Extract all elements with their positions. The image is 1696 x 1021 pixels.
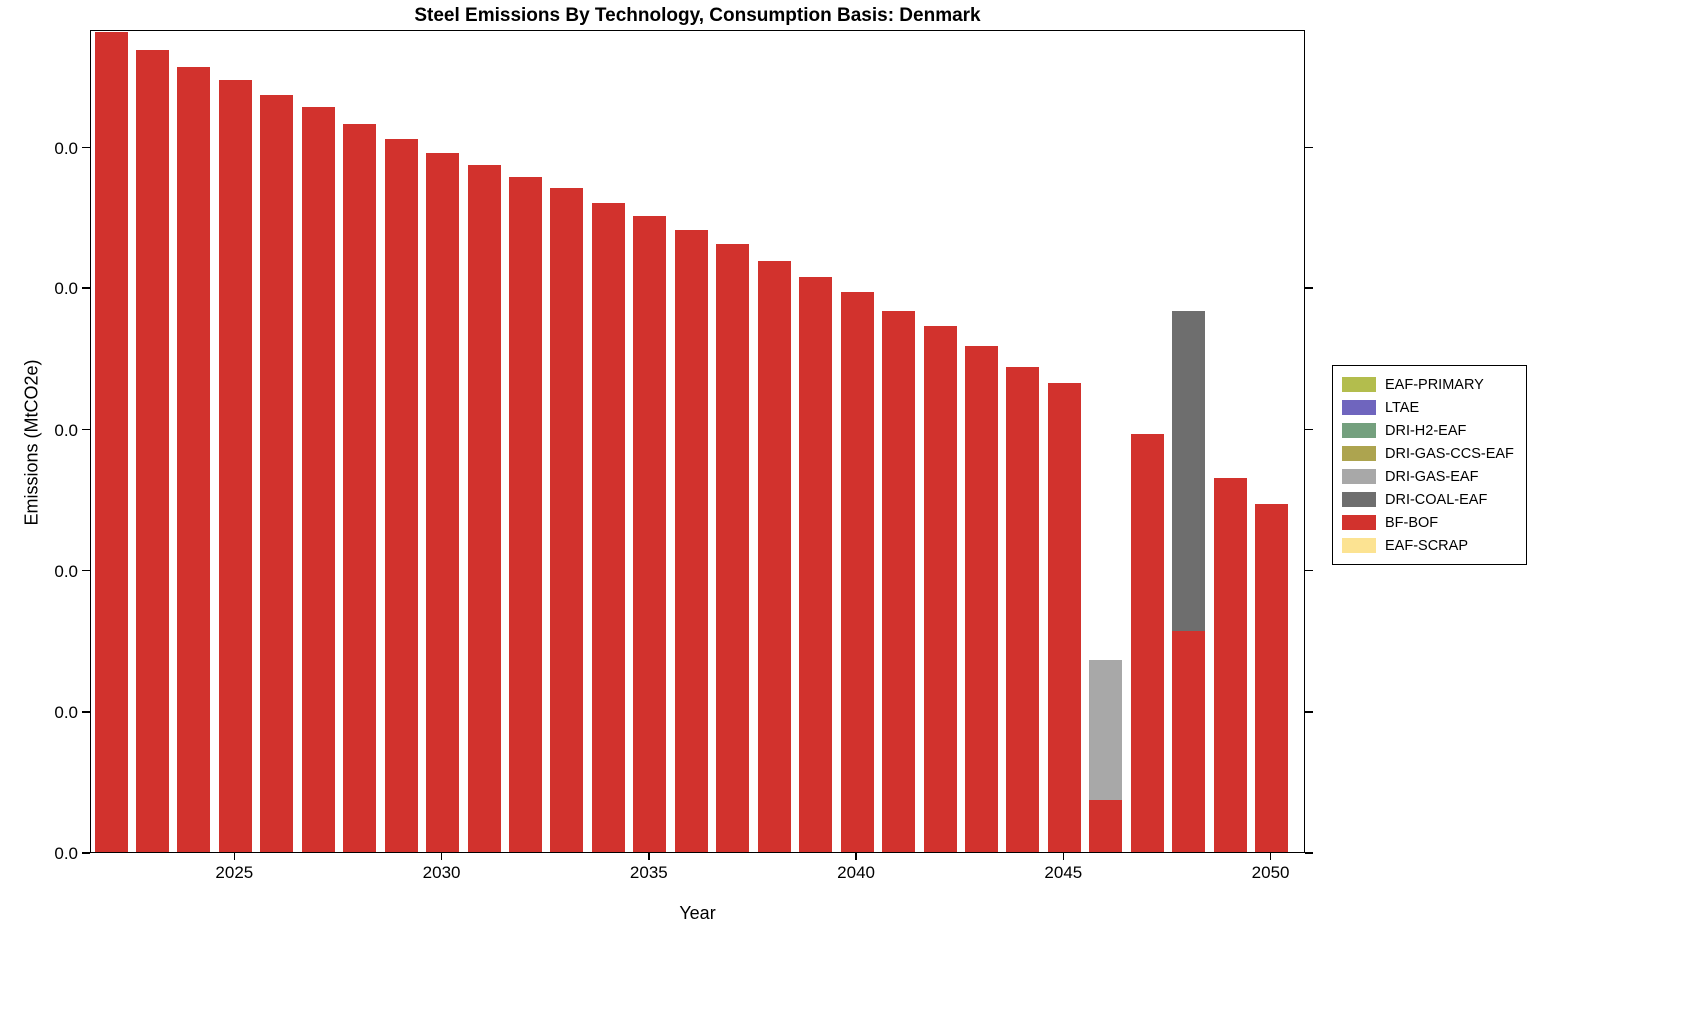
bar-segment-2036-BF-BOF [674, 230, 708, 852]
legend-swatch-icon [1342, 469, 1376, 484]
bar-segment-2025-BF-BOF [218, 80, 252, 852]
bar-segment-2024-BF-BOF [177, 67, 211, 852]
legend-swatch-icon [1342, 377, 1376, 392]
legend-label: BF-BOF [1385, 514, 1439, 531]
x-tick-label: 2035 [629, 863, 668, 882]
legend-item-DRI-GAS-EAF: DRI-GAS-EAF [1342, 465, 1514, 488]
plot-area [90, 30, 1305, 853]
x-tick-label: 2025 [215, 863, 254, 882]
x-tick-label: 2040 [837, 863, 875, 882]
legend-item-BF-BOF: BF-BOF [1342, 511, 1514, 534]
legend-label: DRI-COAL-EAF [1385, 491, 1488, 508]
y-tick-mark-right [1305, 287, 1313, 289]
bar-segment-2023-BF-BOF [135, 50, 169, 852]
y-tick-mark-right [1305, 569, 1313, 572]
x-tick-mark [1062, 853, 1065, 860]
x-tick-label: 2030 [422, 863, 461, 882]
bar-segment-2044-BF-BOF [1006, 367, 1040, 852]
bar-segment-2043-BF-BOF [964, 346, 998, 852]
x-tick-mark [648, 853, 650, 860]
bar-segment-2046-BF-BOF [1089, 799, 1123, 852]
bar-segment-2046-DRI-GAS-EAF [1089, 660, 1123, 800]
legend-swatch-icon [1342, 423, 1376, 438]
y-tick-mark-right [1305, 711, 1313, 713]
legend-swatch-icon [1342, 492, 1376, 507]
bar-segment-2041-BF-BOF [882, 310, 916, 852]
legend-item-EAF-PRIMARY: EAF-PRIMARY [1342, 373, 1514, 396]
legend-item-DRI-COAL-EAF: DRI-COAL-EAF [1342, 488, 1514, 511]
x-tick-label: 2045 [1044, 863, 1083, 882]
y-tick-mark-right [1305, 146, 1313, 149]
bar-segment-2050-BF-BOF [1255, 503, 1289, 852]
y-tick-label: 0.0 [54, 138, 78, 158]
bar-segment-2034-BF-BOF [591, 203, 625, 852]
bar-segment-2037-BF-BOF [716, 244, 750, 852]
bar-segment-2045-BF-BOF [1047, 382, 1081, 852]
y-tick-mark [82, 569, 90, 572]
legend-swatch-icon [1342, 400, 1376, 415]
legend-swatch-icon [1342, 515, 1376, 530]
bar-segment-2028-BF-BOF [343, 123, 377, 852]
x-tick-mark [1269, 853, 1272, 860]
bar-segment-2031-BF-BOF [467, 164, 501, 852]
legend-label: DRI-H2-EAF [1385, 422, 1467, 439]
bar-segment-2033-BF-BOF [550, 187, 584, 852]
x-tick-label: 2050 [1251, 863, 1290, 882]
bar-segment-2032-BF-BOF [509, 177, 542, 852]
bar-segment-2048-BF-BOF [1172, 631, 1206, 852]
bar-segment-2035-BF-BOF [633, 215, 667, 852]
chart-title: Steel Emissions By Technology, Consumpti… [414, 5, 981, 26]
legend-label: EAF-PRIMARY [1385, 376, 1484, 393]
y-tick-label: 0.0 [54, 279, 78, 299]
bar-segment-2026-BF-BOF [260, 95, 294, 852]
legend-swatch-icon [1342, 538, 1376, 553]
legend-item-LTAE: LTAE [1342, 396, 1514, 419]
bar-segment-2049-BF-BOF [1213, 478, 1247, 852]
y-tick-mark [82, 428, 90, 431]
y-tick-mark [82, 711, 90, 713]
bar-segment-2039-BF-BOF [799, 277, 833, 852]
y-tick-label: 0.0 [54, 420, 78, 440]
x-axis-label: Year [679, 903, 716, 923]
bar-segment-2027-BF-BOF [301, 107, 335, 852]
y-tick-mark [82, 146, 90, 149]
legend-label: DRI-GAS-CCS-EAF [1385, 445, 1514, 462]
y-tick-label: 0.0 [54, 844, 78, 863]
bar-segment-2029-BF-BOF [384, 139, 418, 852]
y-axis-label: Emissions (MtCO2e) [21, 359, 42, 526]
y-tick-label: 0.0 [54, 561, 78, 581]
bar-segment-2030-BF-BOF [426, 152, 460, 852]
legend-item-DRI-GAS-CCS-EAF: DRI-GAS-CCS-EAF [1342, 442, 1514, 465]
x-tick-mark [233, 853, 236, 860]
x-tick-mark [855, 853, 857, 860]
bar-segment-2038-BF-BOF [757, 260, 791, 852]
bar-segment-2047-BF-BOF [1130, 433, 1164, 852]
legend-swatch-icon [1342, 446, 1376, 461]
legend-item-EAF-SCRAP: EAF-SCRAP [1342, 534, 1514, 557]
legend-item-DRI-H2-EAF: DRI-H2-EAF [1342, 419, 1514, 442]
legend-label: LTAE [1385, 399, 1420, 416]
legend-label: EAF-SCRAP [1385, 537, 1468, 554]
x-tick-mark [440, 853, 443, 860]
y-tick-label: 0.0 [54, 703, 78, 723]
legend-label: DRI-GAS-EAF [1385, 468, 1479, 485]
y-tick-mark [82, 287, 90, 289]
y-tick-mark-right [1305, 428, 1313, 431]
bar-segment-2042-BF-BOF [923, 325, 957, 852]
bar-segment-2022-BF-BOF [94, 32, 128, 852]
y-tick-mark-right [1305, 852, 1313, 854]
legend: EAF-PRIMARY LTAE DRI-H2-EAF DRI-GAS-CCS-EAF… [1332, 365, 1527, 565]
bar-segment-2048-DRI-COAL-EAF [1172, 310, 1206, 632]
bar-segment-2040-BF-BOF [840, 291, 874, 852]
y-tick-mark [82, 852, 90, 854]
